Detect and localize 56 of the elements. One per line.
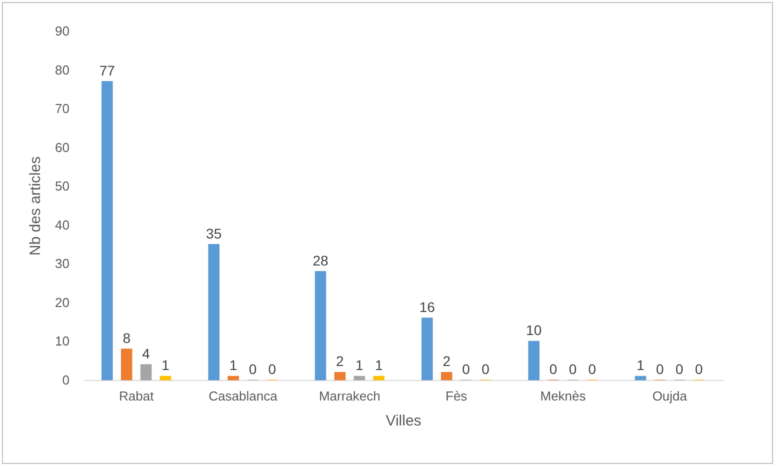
bar [422, 318, 433, 380]
y-tick-label: 10 [55, 334, 70, 349]
y-tick-label: 60 [55, 140, 70, 155]
data-label: 77 [99, 62, 116, 78]
data-label: 1 [162, 357, 170, 374]
data-label: 10 [526, 322, 542, 338]
data-label: 0 [549, 361, 558, 377]
bar [440, 372, 452, 380]
data-label: 8 [122, 330, 131, 346]
bar [228, 376, 239, 380]
bar [120, 348, 132, 380]
bar [160, 376, 172, 380]
data-label: 1 [355, 357, 364, 374]
x-tick-label: Casablanca [208, 388, 278, 404]
y-tick-label: 40 [55, 217, 70, 232]
y-axis-title: Nb des articles [27, 156, 44, 256]
data-label: 0 [248, 361, 257, 377]
y-tick-label: 20 [55, 294, 70, 310]
data-label: 0 [656, 361, 664, 377]
bar [354, 376, 366, 380]
data-label: 4 [142, 345, 150, 362]
x-tick-label: Oujda [652, 388, 688, 404]
data-label: 16 [419, 298, 436, 315]
data-label: 0 [694, 361, 703, 377]
x-tick-label: Fès [445, 388, 468, 404]
bar [208, 244, 220, 380]
y-tick-label: 30 [55, 256, 70, 272]
data-label: 35 [206, 225, 222, 242]
x-axis-title: Villes [386, 412, 422, 430]
data-label: 1 [229, 357, 238, 374]
bar [634, 376, 646, 380]
bar [373, 376, 384, 380]
y-tick-label: 50 [55, 178, 70, 194]
x-tick-label: Meknès [540, 388, 586, 404]
bar [334, 372, 346, 380]
data-label: 28 [312, 252, 328, 268]
y-tick-label: 0 [62, 372, 70, 388]
x-tick-label: Rabat [118, 388, 154, 404]
y-tick-label: 70 [55, 101, 70, 116]
data-label: 0 [588, 361, 596, 377]
data-label: 0 [675, 361, 684, 377]
bar [140, 364, 152, 380]
bar [314, 271, 326, 380]
bar [528, 340, 540, 380]
bar [102, 81, 113, 380]
data-label: 0 [268, 361, 276, 377]
data-label: 2 [442, 353, 451, 370]
y-tick-label: 80 [55, 62, 70, 78]
data-label: 1 [636, 357, 645, 374]
data-label: 1 [374, 357, 383, 374]
data-label: 0 [568, 361, 577, 377]
data-label: 0 [462, 361, 470, 377]
y-tick-label: 90 [55, 24, 70, 38]
data-label: 2 [336, 353, 344, 370]
data-label: 0 [482, 361, 490, 377]
x-tick-label: Marrakech [318, 388, 380, 404]
